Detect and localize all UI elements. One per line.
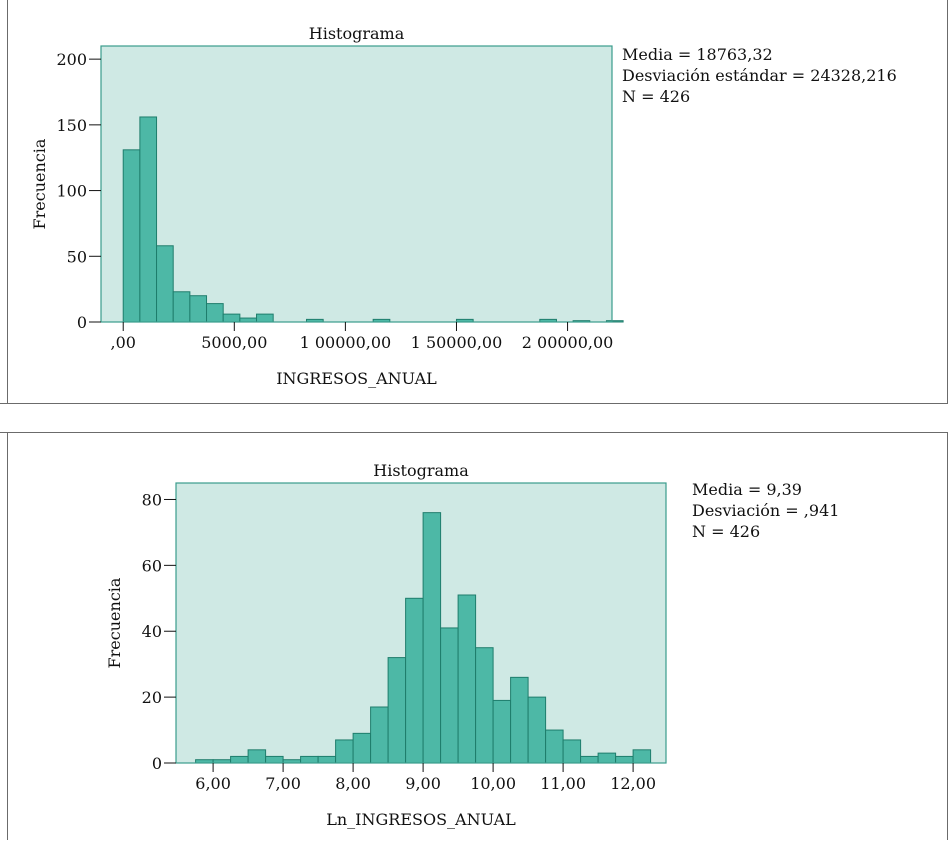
x-tick-label: ,00	[110, 333, 135, 352]
stat-stddev-2: Desviación = ,941	[692, 501, 840, 520]
y-tick-label: 80	[142, 490, 162, 509]
panel-1-border	[7, 0, 8, 403]
stats-box-2: Media = 9,39 Desviación = ,941 N = 426	[692, 479, 839, 542]
histogram-bar	[122, 149, 141, 323]
histogram-bar	[457, 594, 477, 764]
x-tick-label: 5000,00	[201, 333, 267, 352]
y-tick-label: 40	[142, 622, 162, 641]
y-tick-label: 60	[142, 556, 162, 575]
y-axis-label-1: Frecuencia	[30, 138, 49, 229]
stat-mean-2: Media = 9,39	[692, 480, 802, 499]
x-tick-label: 7,00	[265, 774, 301, 793]
histogram-bar	[605, 320, 624, 323]
y-tick-label: 200	[56, 50, 87, 69]
histogram-bar	[387, 657, 407, 764]
panel-2-border	[7, 433, 8, 840]
histogram-bar	[172, 291, 191, 323]
histogram-bar	[597, 752, 617, 764]
histogram-bar	[580, 755, 599, 764]
y-axis-label-2: Frecuencia	[105, 577, 124, 668]
histogram-bar	[632, 749, 652, 764]
stat-n-2: N = 426	[692, 522, 761, 541]
y-tick-label: 20	[142, 688, 162, 707]
histogram-bar	[230, 755, 249, 764]
y-tick-label: 150	[56, 116, 87, 135]
histogram-bar	[156, 245, 174, 323]
histogram-bar	[510, 676, 529, 764]
x-tick-label: 12,00	[610, 774, 656, 793]
histogram-bar	[545, 729, 564, 764]
histogram-bar	[265, 755, 284, 764]
histogram-bar	[335, 739, 354, 764]
histogram-bar	[206, 303, 224, 323]
stat-mean-1: Media = 18763,32	[622, 45, 773, 64]
x-tick-label: 1 00000,00	[300, 333, 392, 352]
histogram-bar	[440, 627, 459, 764]
histogram-bar	[492, 699, 512, 764]
y-tick-label: 100	[56, 182, 87, 201]
histogram-bar	[475, 647, 494, 764]
histogram-panel-1: Histograma 0 50 100 150 200 ,00 5000,00 1 00000,…	[0, 0, 948, 404]
histogram-chart-2: Histograma 0 20 40 60 80 6,00 7,00 8,00 9,00 10,00…	[105, 461, 667, 829]
histogram-bar	[370, 706, 389, 764]
x-tick-label: 6,00	[195, 774, 231, 793]
histogram-bar	[247, 749, 267, 764]
y-tick-label: 0	[152, 754, 162, 773]
histogram-bar	[405, 597, 424, 764]
x-axis-label-2: Ln_INGRESOS_ANUAL	[326, 810, 516, 829]
histogram-chart-1: Histograma 0 50 100 150 200 ,00 5000,00 1 00000,…	[30, 24, 624, 388]
histogram-bar	[300, 755, 319, 764]
x-tick-label: 8,00	[335, 774, 371, 793]
histogram-bar	[562, 739, 582, 764]
histogram-bar	[139, 116, 158, 323]
histogram-bar	[317, 755, 337, 764]
chart-title-2: Histograma	[373, 461, 469, 480]
histogram-bar	[189, 295, 208, 323]
histogram-bar	[256, 313, 274, 323]
plot-frame-2	[175, 482, 667, 764]
histogram-bar	[352, 732, 372, 764]
x-tick-label: 10,00	[470, 774, 516, 793]
histogram-bar	[422, 512, 442, 764]
histogram-bar	[527, 696, 547, 764]
chart-title-1: Histograma	[309, 24, 405, 43]
histogram-bar	[222, 313, 241, 323]
x-tick-label: 1 50000,00	[411, 333, 503, 352]
x-axis-label-1: INGRESOS_ANUAL	[276, 369, 437, 388]
x-tick-label: 2 00000,00	[522, 333, 614, 352]
y-tick-label: 0	[77, 313, 87, 332]
stats-box-1: Media = 18763,32 Desviación estándar = 2…	[622, 44, 897, 107]
plot-area-1	[101, 46, 612, 322]
histogram-panel-2: Histograma 0 20 40 60 80 6,00 7,00 8,00 9,00 10,00…	[0, 432, 948, 840]
x-tick-label: 9,00	[405, 774, 441, 793]
histogram-bar	[615, 755, 634, 764]
plot-frame-1	[100, 45, 613, 323]
stat-n-1: N = 426	[622, 87, 691, 106]
x-tick-label: 11,00	[540, 774, 586, 793]
y-tick-label: 50	[67, 247, 87, 266]
stat-stddev-1: Desviación estándar = 24328,216	[622, 66, 897, 85]
